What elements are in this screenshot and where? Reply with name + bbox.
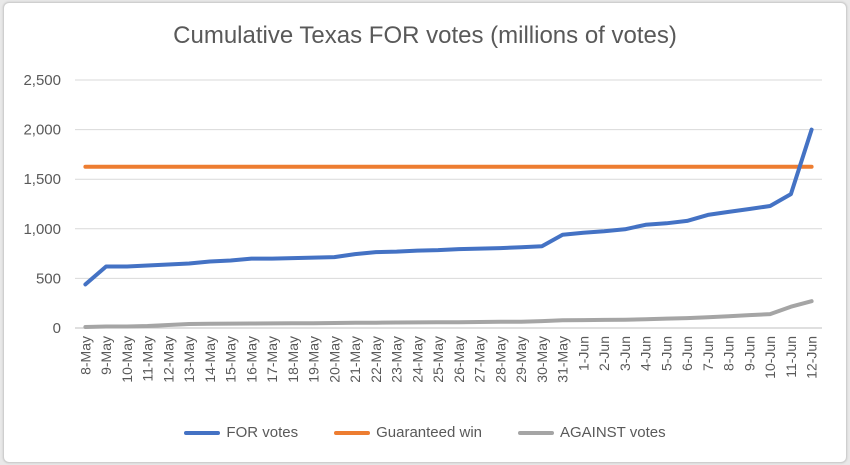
x-tick-label: 23-May xyxy=(389,336,405,383)
x-tick-label: 30-May xyxy=(534,336,550,383)
x-tick-label: 5-Jun xyxy=(658,336,674,371)
chart-frame xyxy=(3,2,847,463)
y-tick-label: 1,000 xyxy=(23,221,61,238)
x-tick-label: 12-Jun xyxy=(804,336,820,379)
x-axis-ticks: 8-May 9-May 10-May 11-May 12-May 13-May 14-May… xyxy=(77,336,819,383)
x-tick-label: 22-May xyxy=(368,336,384,383)
x-tick-label: 29-May xyxy=(513,336,529,383)
legend-swatch xyxy=(334,430,371,435)
x-tick-label: 16-May xyxy=(243,336,259,383)
x-tick-label: 4-Jun xyxy=(638,336,654,371)
y-tick-label: 2,000 xyxy=(23,122,61,139)
x-tick-label: 11-May xyxy=(140,336,156,382)
x-tick-label: 6-Jun xyxy=(679,336,695,371)
x-tick-label: 10-May xyxy=(119,336,135,383)
x-tick-label: 21-May xyxy=(347,336,363,383)
legend-label: Guaranteed win xyxy=(376,424,482,441)
series-lines xyxy=(83,127,814,329)
x-tick-label: 9-Jun xyxy=(741,336,757,371)
legend-label: AGAINST votes xyxy=(560,424,666,441)
x-tick-label: 2-Jun xyxy=(596,336,612,371)
x-tick-label: 27-May xyxy=(472,336,488,383)
legend: FOR votes Guaranteed win AGAINST votes xyxy=(0,424,850,441)
y-tick-label: 500 xyxy=(36,270,61,287)
x-tick-label: 8-Jun xyxy=(721,336,737,371)
x-tick-label: 7-Jun xyxy=(700,336,716,371)
legend-item: Guaranteed win xyxy=(334,424,482,441)
x-tick-label: 9-May xyxy=(98,336,114,375)
x-tick-label: 14-May xyxy=(202,336,218,383)
x-tick-label: 28-May xyxy=(492,336,508,383)
x-tick-label: 15-May xyxy=(223,336,239,383)
x-tick-label: 3-Jun xyxy=(617,336,633,371)
x-tick-label: 13-May xyxy=(181,336,197,383)
x-tick-label: 31-May xyxy=(555,336,571,383)
x-tick-label: 8-May xyxy=(77,336,93,375)
legend-item: FOR votes xyxy=(184,424,298,441)
x-tick-label: 25-May xyxy=(430,336,446,383)
legend-swatch xyxy=(518,430,554,435)
x-tick-label: 24-May xyxy=(409,336,425,383)
legend-item: AGAINST votes xyxy=(518,424,666,441)
series-line-against-votes xyxy=(83,299,814,329)
legend-swatch xyxy=(184,430,221,435)
series-line-for-votes xyxy=(83,127,814,287)
x-tick-label: 19-May xyxy=(306,336,322,383)
chart-title: Cumulative Texas FOR votes (millions of … xyxy=(173,22,677,49)
x-tick-label: 11-Jun xyxy=(783,336,799,378)
x-tick-label: 20-May xyxy=(326,336,342,383)
legend-label: FOR votes xyxy=(226,424,299,441)
gridlines xyxy=(75,79,822,329)
x-tick-label: 17-May xyxy=(264,336,280,383)
x-tick-label: 10-Jun xyxy=(762,336,778,379)
y-tick-label: 2,500 xyxy=(23,72,61,89)
y-tick-label: 0 xyxy=(53,320,61,337)
x-tick-label: 1-Jun xyxy=(575,336,591,371)
x-tick-label: 26-May xyxy=(451,336,467,383)
x-tick-label: 12-May xyxy=(160,336,176,383)
y-tick-label: 1,500 xyxy=(23,171,61,188)
y-axis-ticks: 0 500 1,000 1,500 2,000 2,500 xyxy=(23,72,61,337)
x-tick-label: 18-May xyxy=(285,336,301,383)
